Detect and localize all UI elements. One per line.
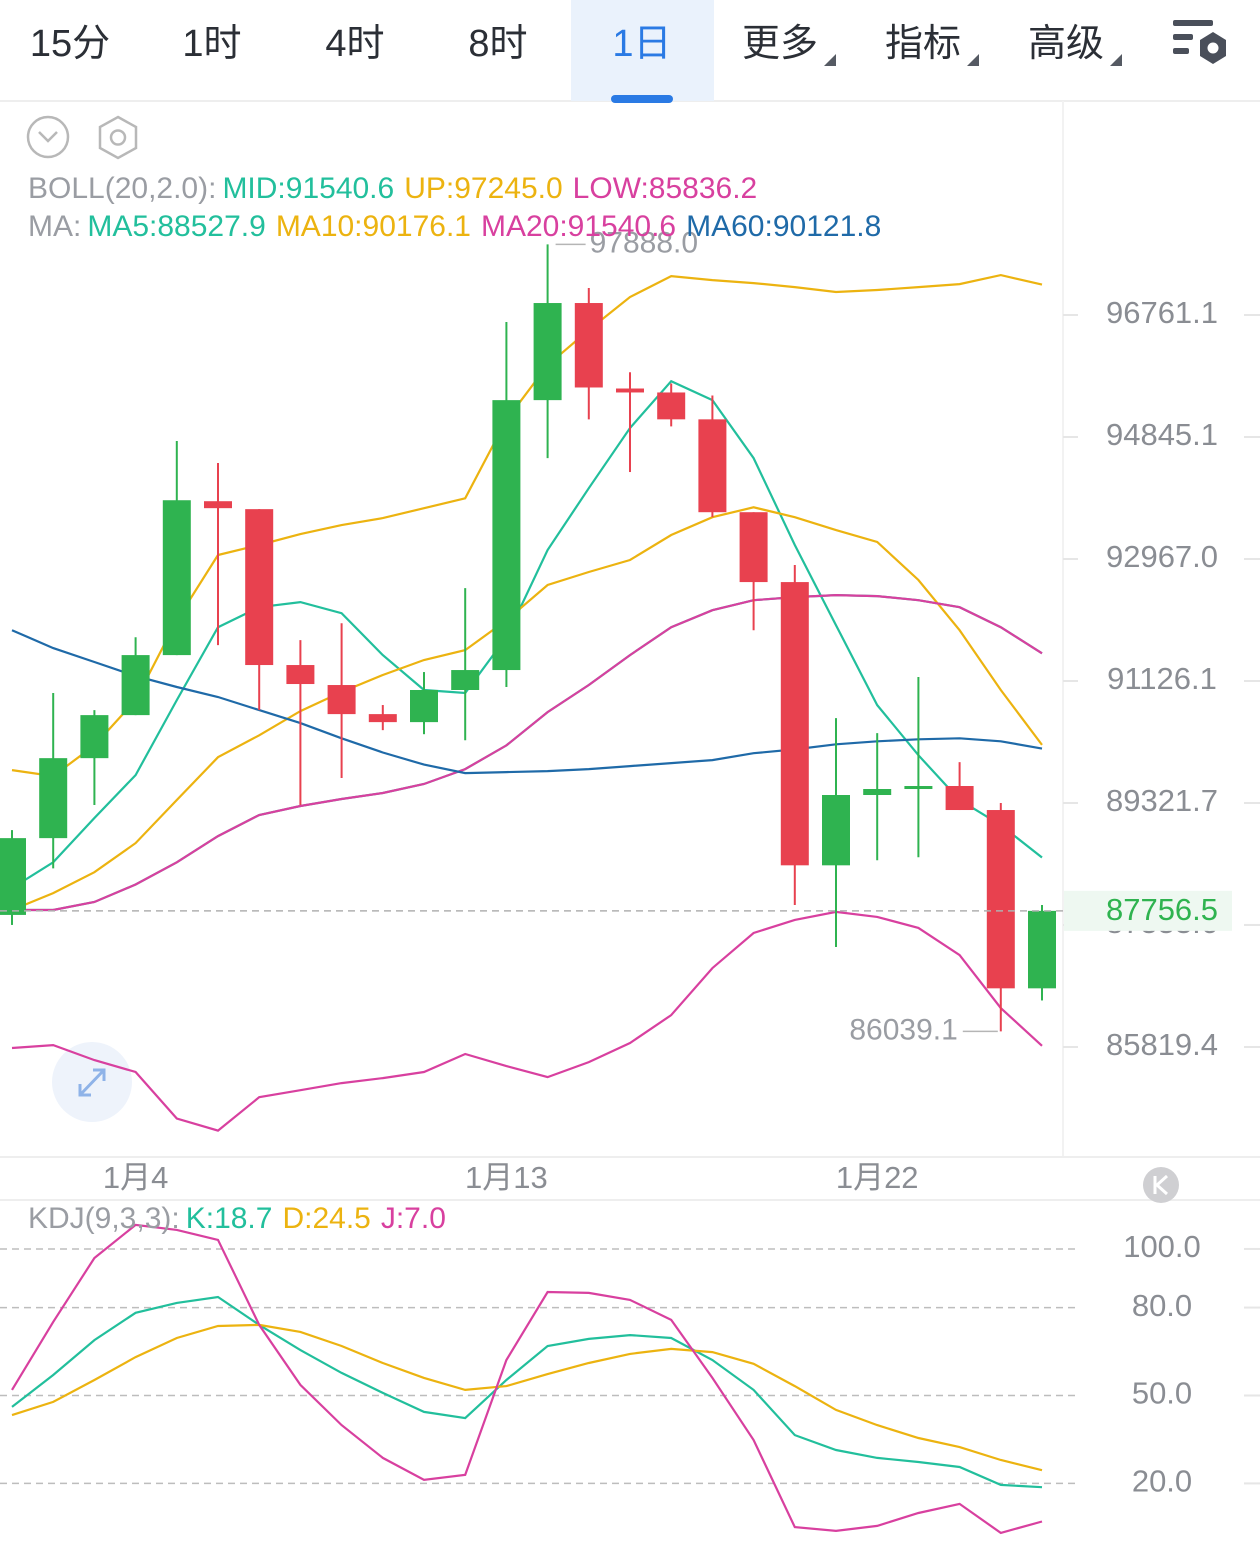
- legend-item: UP:97245.0: [404, 172, 562, 205]
- tab-indicator: [611, 95, 673, 103]
- y-tick-label: 85819.4: [1106, 1027, 1218, 1062]
- candle-body-up: [0, 838, 26, 915]
- candle-body-down: [657, 392, 686, 420]
- candle-body-up: [822, 795, 850, 866]
- tab-selected-bg: [571, 0, 714, 101]
- candle-body-down: [204, 501, 232, 509]
- candle-body-down: [574, 303, 603, 388]
- legend-item: MA20:91540.6: [481, 210, 676, 243]
- extreme-label: 97888.0: [590, 226, 698, 259]
- y-tick-label: 89321.7: [1106, 783, 1218, 818]
- candle-body-up: [1028, 910, 1056, 989]
- legend-item: J:7.0: [381, 1202, 446, 1235]
- y-tick-label: 96761.1: [1106, 295, 1218, 330]
- candle-body-down: [616, 388, 644, 393]
- extreme-label: 86039.1: [849, 1013, 957, 1046]
- y-tick-label: 50.0: [1132, 1376, 1192, 1411]
- legend-item: MA5:88527.9: [87, 210, 265, 243]
- y-tick-label: 100.0: [1123, 1229, 1201, 1264]
- timeframe-tab[interactable]: 15分: [30, 23, 110, 65]
- indicator-line: [11, 910, 1043, 1132]
- legend-item: K:18.7: [186, 1202, 273, 1235]
- candle-body-down: [286, 665, 315, 685]
- candle-body-down: [245, 509, 274, 666]
- candle-body-up: [492, 400, 521, 671]
- candle-body-down: [945, 786, 974, 811]
- x-tick-label: 1月22: [836, 1160, 919, 1195]
- indicator-legend: KDJ(9,3,3): K:18.7 D:24.5 J:7.0: [28, 1202, 446, 1235]
- candle-body-up: [410, 689, 438, 723]
- kdj-line: [11, 1323, 1043, 1472]
- candle-body-down: [698, 419, 727, 513]
- candle-body-down: [986, 810, 1015, 989]
- collapse-icon[interactable]: [26, 115, 70, 159]
- menu-dropdown[interactable]: 指标: [885, 23, 961, 65]
- timeframe-tab[interactable]: 8时: [468, 23, 527, 65]
- candle-body-up: [121, 655, 150, 716]
- legend-item: MA10:90176.1: [276, 210, 471, 243]
- legend-item: LOW:85836.2: [573, 172, 758, 205]
- y-tick-label: 20.0: [1132, 1464, 1192, 1499]
- legend-item: D:24.5: [282, 1202, 370, 1235]
- indicator-line: [11, 506, 1043, 912]
- candle-body-down: [739, 512, 768, 583]
- candle-body-down: [327, 685, 356, 715]
- indicator-line: [12, 593, 1043, 912]
- timeframe-tab[interactable]: 4时: [325, 23, 384, 65]
- indicator-legend: MA: MA5:88527.9 MA10:90176.1 MA20:91540.6 MA…: [28, 210, 881, 243]
- indicator-legend: BOLL(20,2.0): MID:91540.6 UP:97245.0 LOW:85…: [28, 172, 757, 205]
- dropdown-caret: [1110, 54, 1122, 66]
- indicator-title: KDJ(9,3,3):: [28, 1202, 180, 1235]
- indicator-title: BOLL(20,2.0):: [28, 172, 216, 205]
- kdj-line: [11, 1223, 1043, 1535]
- timeframe-tab[interactable]: 1时: [182, 23, 241, 65]
- chart-settings-button[interactable]: [1173, 20, 1226, 64]
- candle-body-down: [368, 714, 397, 723]
- candle-body-up: [863, 789, 892, 796]
- menu-dropdown[interactable]: 高级: [1028, 23, 1104, 65]
- indicator-line: [11, 629, 1043, 775]
- legend-item: MID:91540.6: [222, 172, 394, 205]
- indicator-title: MA:: [28, 210, 81, 243]
- candle-body-up: [904, 786, 933, 790]
- candle-body-up: [533, 303, 562, 401]
- candle-body-up: [80, 715, 109, 759]
- dropdown-caret: [967, 54, 979, 66]
- x-tick-label: 1月4: [103, 1160, 168, 1195]
- menu-dropdown[interactable]: 更多: [742, 23, 818, 65]
- k-logo-button[interactable]: [1143, 1167, 1179, 1203]
- candle-body-up: [451, 670, 480, 690]
- candle-body-down: [780, 582, 809, 866]
- last-price-label: 87756.5: [1106, 892, 1218, 927]
- x-tick-label: 1月13: [465, 1160, 548, 1195]
- legend-item: MA60:90121.8: [686, 210, 881, 243]
- candle-body-up: [162, 500, 191, 656]
- last-price-tag: [1064, 890, 1232, 931]
- timeframe-tab[interactable]: 1日: [612, 23, 671, 65]
- y-tick-label: 91126.1: [1107, 661, 1217, 696]
- kdj-line: [11, 1295, 1043, 1489]
- expand-button[interactable]: [52, 1042, 132, 1122]
- y-tick-label: 80.0: [1132, 1288, 1192, 1323]
- y-tick-label: 92967.0: [1106, 539, 1218, 574]
- dropdown-caret: [824, 54, 836, 66]
- candle-body-up: [39, 758, 68, 839]
- y-tick-label: 94845.1: [1106, 417, 1218, 452]
- settings-icon[interactable]: [98, 115, 138, 160]
